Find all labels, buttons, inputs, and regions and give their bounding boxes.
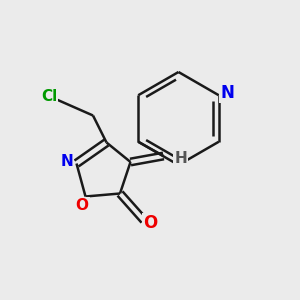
Text: O: O <box>75 198 88 213</box>
Text: O: O <box>143 214 158 232</box>
Text: H: H <box>175 151 187 166</box>
Text: N: N <box>61 154 73 169</box>
Text: N: N <box>221 84 235 102</box>
Text: Cl: Cl <box>41 89 57 104</box>
